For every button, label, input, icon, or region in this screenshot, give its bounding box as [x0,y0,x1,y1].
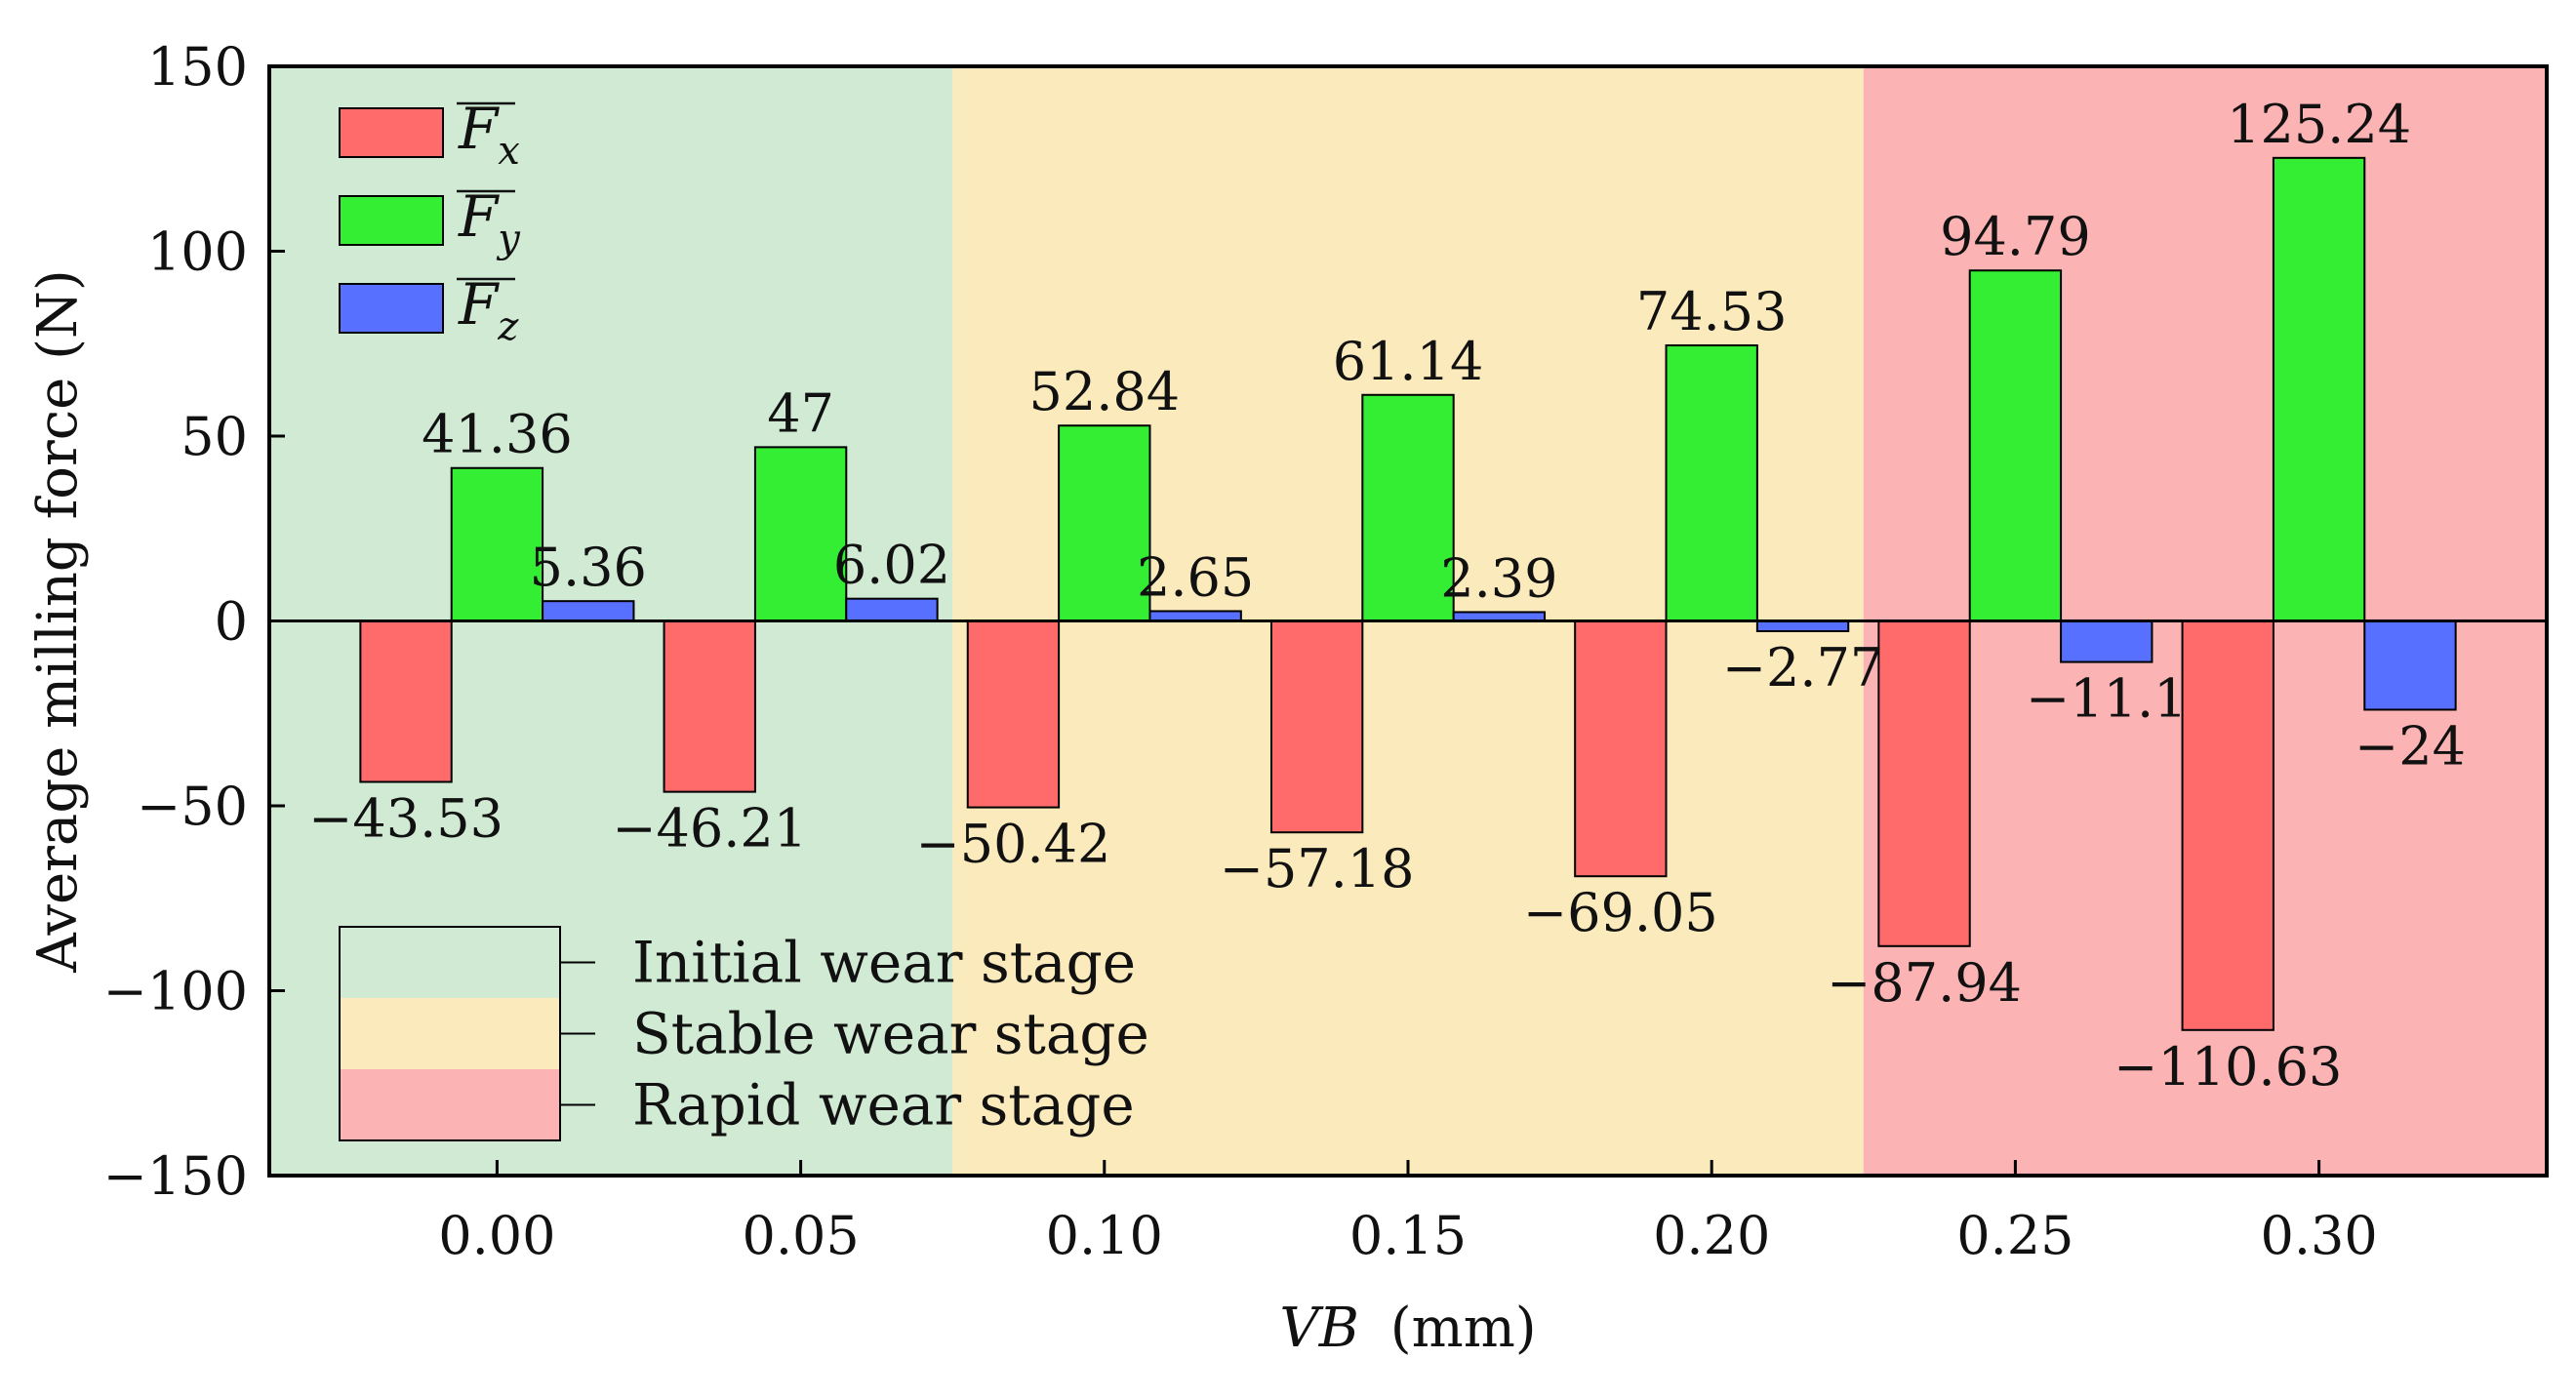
data-label-fz-0.05: 6.02 [833,535,950,596]
stage-legend-label-rapid-wear-stage: Rapid wear stage [632,1072,1135,1138]
stage-legend-frame [339,926,561,1141]
bar-fy-0.15 [1361,393,1455,622]
bar-fy-0.30 [2272,156,2366,622]
data-label-fx-0.05: −46.21 [612,798,807,859]
x-axis: 0.00 0.05 0.10 0.15 0.20 0.25 0.30 [438,1160,2378,1266]
bars [359,156,2457,1031]
x-axis-title: VB (mm) [1279,1297,1536,1360]
data-label-fz-0.00: 5.36 [530,537,647,598]
bar-fx-0.05 [663,619,756,793]
stage-legend-swatch-initial-wear-stage [340,927,560,998]
x-tick-label: 0.00 [438,1205,555,1266]
bar-fy-0.20 [1665,344,1758,622]
data-label-fy-0.15: 61.14 [1333,331,1484,392]
data-label-fx-0.00: −43.53 [308,787,503,849]
data-label-fz-0.30: −24 [2355,715,2466,777]
legend-label-fx: Fx [458,96,520,174]
y-tick-label: −150 [103,1145,248,1207]
bar-fz-0.20 [1755,619,1850,632]
y-tick-label: 100 [147,221,248,283]
bar-fx-0.10 [966,619,1061,809]
legend-label-fz: Fz [458,271,519,349]
stage-legend-label-initial-wear-stage: Initial wear stage [632,930,1136,996]
data-label-fy-0.30: 125.24 [2227,94,2411,155]
y-axis: 150 100 50 0 −50 −100 −150 [103,36,285,1207]
bar-fz-0.30 [2363,619,2457,711]
y-tick-label: −100 [103,961,248,1022]
y-tick-label: 0 [215,591,248,653]
data-label-fy-0.05: 47 [767,382,834,444]
bar-fx-0.20 [1574,619,1668,878]
data-label-fz-0.25: −11.1 [2026,668,2187,730]
x-tick-label: 0.05 [742,1205,859,1266]
bar-fx-0.00 [359,619,453,783]
legend-swatch-fz [339,283,444,334]
bar-fz-0.25 [2060,619,2153,663]
bar-fx-0.15 [1269,619,1364,834]
y-tick-label: 150 [147,36,248,98]
x-axis-title-unit: (mm) [1390,1297,1537,1360]
x-tick-label: 0.15 [1349,1205,1467,1266]
bar-fy-0.25 [1968,269,2063,622]
y-tick-label: −50 [137,776,248,837]
data-label-fy-0.25: 94.79 [1940,206,2091,267]
stage-legend-label-stable-wear-stage: Stable wear stage [632,1001,1149,1067]
x-tick-label: 0.25 [1956,1205,2073,1266]
data-label-fz-0.10: 2.65 [1137,546,1254,608]
data-label-fz-0.15: 2.39 [1440,547,1557,609]
bar-fy-0.05 [753,446,848,622]
bar-fx-0.25 [1877,619,1971,947]
data-label-fx-0.20: −69.05 [1523,882,1718,943]
x-tick-label: 0.20 [1653,1205,1770,1266]
data-label-fx-0.25: −87.94 [1827,952,2022,1014]
legend-label-fy: Fy [458,183,521,261]
data-labels: −43.53 41.36 5.36 −46.21 47 6.02 −50.42 52.84 2.… [308,94,2466,1098]
x-axis-title-variable: VB [1279,1297,1359,1360]
data-label-fy-0.20: 74.53 [1636,281,1788,342]
x-tick-label: 0.10 [1046,1205,1163,1266]
bar-fz-0.00 [542,600,635,622]
bar-fz-0.10 [1148,610,1242,622]
series-legend: Fx Fy Fz [339,96,521,349]
legend-swatch-fy [339,195,444,246]
bar-fz-0.05 [845,597,939,622]
y-axis-title: Average milling force (N) [26,269,90,974]
data-label-fx-0.10: −50.42 [916,814,1111,875]
data-label-fz-0.20: −2.77 [1722,637,1883,699]
legend-swatch-fx [339,107,444,158]
y-tick-label: 50 [181,406,248,467]
stage-legend-swatch-stable-wear-stage [340,998,560,1069]
data-label-fx-0.30: −110.63 [2113,1036,2342,1098]
data-label-fy-0.10: 52.84 [1029,361,1181,422]
stage-legend-swatch-rapid-wear-stage [340,1069,560,1140]
data-label-fx-0.15: −57.18 [1220,838,1415,899]
x-tick-label: 0.30 [2260,1205,2377,1266]
data-label-fy-0.00: 41.36 [422,404,573,465]
bar-fx-0.30 [2181,619,2274,1031]
